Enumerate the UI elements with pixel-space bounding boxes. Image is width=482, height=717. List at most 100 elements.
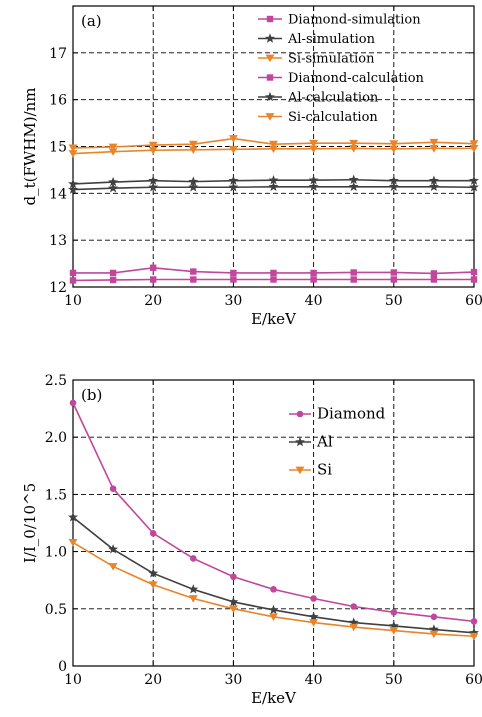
data-point <box>108 544 119 554</box>
series-al-simulation <box>68 174 479 189</box>
y-tick-label: 14 <box>49 186 67 202</box>
data-point <box>148 182 159 192</box>
data-point <box>188 176 199 186</box>
data-point <box>469 144 479 153</box>
legend: Diamond Al Si <box>289 405 386 479</box>
series-al-calculation <box>68 181 479 194</box>
data-point <box>470 276 478 283</box>
plot-frame <box>72 379 475 667</box>
data-point <box>350 603 358 610</box>
data-point <box>309 619 318 627</box>
data-point <box>469 627 479 638</box>
data-point <box>310 595 317 602</box>
data-point <box>68 178 78 189</box>
data-point <box>350 269 357 276</box>
data-point <box>230 573 237 581</box>
x-tick-label: 40 <box>305 293 323 309</box>
data-point <box>389 145 399 154</box>
data-point <box>229 135 238 143</box>
data-point <box>269 140 278 149</box>
data-point <box>269 145 278 154</box>
data-point <box>108 143 118 152</box>
y-tick-label: 2.0 <box>45 430 67 446</box>
data-point <box>149 529 157 537</box>
data-point <box>388 181 399 191</box>
data-point <box>68 144 78 153</box>
data-point <box>308 181 319 191</box>
y-axis-label: d_t(FWHM)/nm <box>21 87 39 205</box>
legend-entry: Si-simulation <box>258 52 375 67</box>
data-point <box>150 264 157 271</box>
data-point <box>469 182 479 192</box>
series-si-calculation <box>68 144 479 158</box>
data-point <box>390 608 398 616</box>
data-point <box>469 632 479 641</box>
legend-label: Al-simulation <box>287 32 376 47</box>
y-tick-label: 0 <box>58 659 67 675</box>
legend: Diamond-simulation Al-simulation Si-simula… <box>258 13 425 125</box>
y-axis-label: I/I_0/10^5 <box>21 483 39 563</box>
legend-label: Si <box>317 461 332 479</box>
data-point <box>349 144 359 153</box>
legend-entry: Al-simulation <box>258 32 376 47</box>
data-point <box>190 555 197 562</box>
legend-entry: Si <box>289 461 332 479</box>
series-diamond-calculation <box>69 276 478 284</box>
legend-marker <box>295 436 305 447</box>
data-point <box>68 184 78 194</box>
legend-entry: Diamond-calculation <box>258 71 425 86</box>
series-diamond <box>69 399 478 625</box>
series-si-simulation <box>68 135 479 153</box>
data-point <box>269 613 278 622</box>
legend-entry: Al-calculation <box>258 91 379 106</box>
y-tick-label: 1.0 <box>45 545 67 561</box>
data-point <box>188 182 199 192</box>
data-point <box>148 141 158 150</box>
data-point <box>430 613 438 621</box>
data-point <box>228 596 239 607</box>
series-diamond-simulation <box>69 264 478 277</box>
data-point <box>348 617 359 627</box>
data-point <box>350 276 357 283</box>
x-tick-label: 10 <box>64 293 82 309</box>
data-point <box>148 146 158 155</box>
x-axis-label: E/keV <box>251 689 297 707</box>
data-point <box>69 277 77 284</box>
x-tick-label: 40 <box>305 672 323 688</box>
data-point <box>429 138 439 147</box>
data-point <box>348 174 359 184</box>
x-tick-label: 50 <box>385 293 403 309</box>
data-point <box>389 627 399 635</box>
data-point <box>148 568 159 578</box>
legend-marker <box>265 33 275 43</box>
legend-marker <box>266 15 274 23</box>
data-point <box>190 276 197 283</box>
data-point <box>308 175 319 185</box>
data-point <box>188 595 198 603</box>
data-point <box>188 140 198 149</box>
series-al <box>68 512 479 638</box>
panel-label: (a) <box>81 12 102 30</box>
data-point <box>109 269 117 277</box>
data-point <box>228 175 239 185</box>
data-point <box>309 139 318 148</box>
data-point <box>109 485 117 492</box>
data-point <box>309 145 318 154</box>
data-point <box>428 624 439 634</box>
legend-entry: Diamond-simulation <box>258 13 421 28</box>
legend-marker <box>296 410 304 418</box>
data-point <box>270 276 277 283</box>
data-point <box>270 586 277 593</box>
data-point <box>469 175 479 185</box>
y-tick-label: 1.5 <box>45 487 67 503</box>
x-tick-label: 60 <box>465 672 482 688</box>
legend-entry: Si-calculation <box>258 110 378 125</box>
data-point <box>188 146 198 154</box>
x-axis-label: E/keV <box>251 310 297 328</box>
data-point <box>348 181 359 191</box>
legend-label: Al <box>316 433 333 451</box>
y-tick-label: 12 <box>49 280 67 296</box>
legend-label: Si-simulation <box>288 52 375 67</box>
data-point <box>270 269 277 277</box>
